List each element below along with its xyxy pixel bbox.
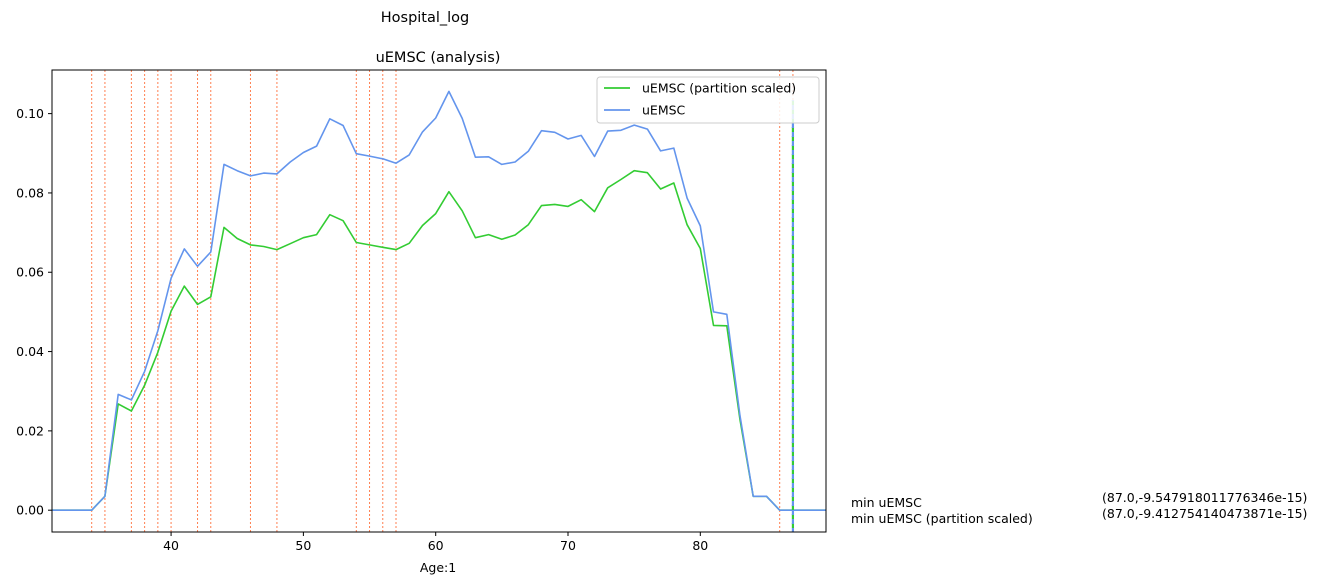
- annotation-label-0: min uEMSC: [851, 495, 922, 510]
- y-tick-label-1: 0.02: [16, 423, 44, 438]
- annotation-value-0: (87.0,-9.547918011776346e-15): [1102, 490, 1307, 505]
- x-tick-label-1: 50: [295, 538, 311, 553]
- series-lines: [52, 90, 826, 512]
- vertical-marker-lines: [91, 70, 794, 532]
- x-tick-label-3: 70: [560, 538, 576, 553]
- y-tick-label-4: 0.08: [16, 185, 44, 200]
- min-annotations: min uEMSC (87.0,-9.547918011776346e-15) mi…: [851, 490, 1307, 526]
- plot-frame: [51, 69, 827, 533]
- x-tick-label-4: 80: [692, 538, 708, 553]
- annotation-value-1: (87.0,-9.412754140473871e-15): [1102, 506, 1307, 521]
- y-tick-label-5: 0.10: [16, 106, 44, 121]
- x-axis: 40 50 60 70 80: [163, 532, 708, 553]
- legend: uEMSC (partition scaled) uEMSC: [596, 76, 820, 124]
- series-line-0: [52, 169, 826, 512]
- x-tick-label-0: 40: [163, 538, 179, 553]
- figure-title: Hospital_log: [381, 10, 470, 26]
- y-tick-label-0: 0.00: [16, 503, 44, 518]
- y-axis: 0.00 0.02 0.04 0.06 0.08 0.10: [16, 106, 52, 518]
- series-line-1: [52, 90, 826, 512]
- x-tick-label-2: 60: [428, 538, 444, 553]
- annotation-label-1: min uEMSC (partition scaled): [851, 511, 1033, 526]
- legend-label-0: uEMSC (partition scaled): [642, 81, 796, 96]
- chart-title: uEMSC (analysis): [376, 50, 501, 66]
- y-tick-label-2: 0.04: [16, 344, 44, 359]
- legend-label-1: uEMSC: [642, 103, 686, 118]
- x-axis-label: Age:1: [420, 560, 456, 575]
- y-tick-label-3: 0.06: [16, 265, 44, 280]
- legend-box: [596, 76, 820, 124]
